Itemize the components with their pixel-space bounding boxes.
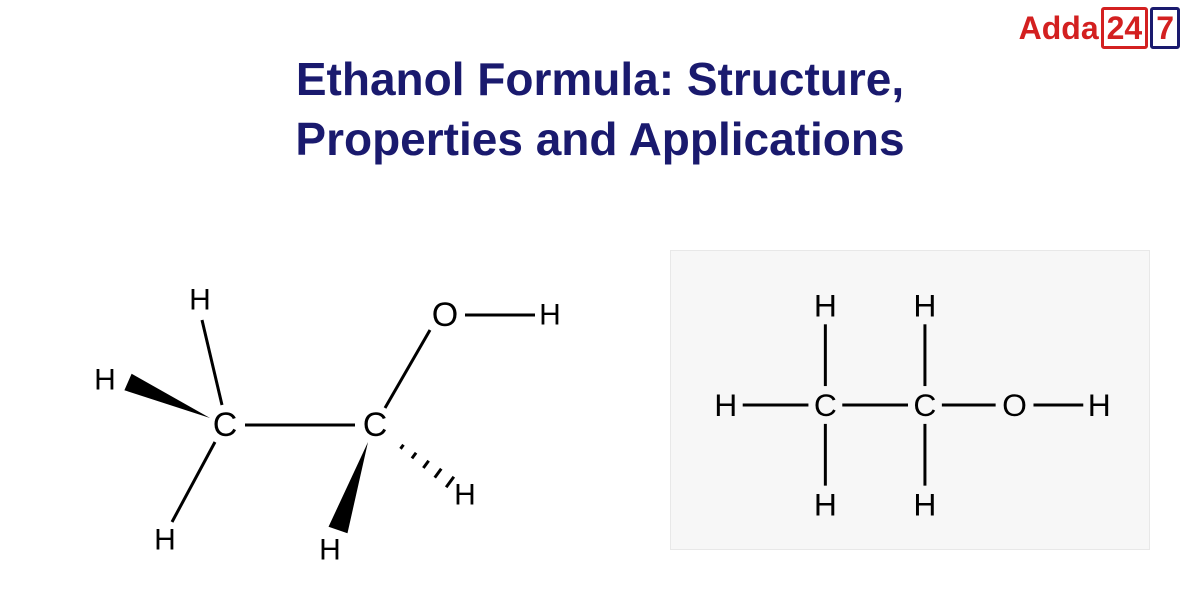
logo-text-1: Adda xyxy=(1019,10,1099,46)
title-line-1: Ethanol Formula: Structure, xyxy=(0,50,1200,110)
page-title: Ethanol Formula: Structure, Properties a… xyxy=(0,50,1200,170)
svg-text:H: H xyxy=(454,479,476,512)
svg-text:H: H xyxy=(814,287,837,323)
svg-text:C: C xyxy=(213,406,238,444)
svg-text:H: H xyxy=(539,299,561,332)
svg-text:C: C xyxy=(913,387,936,423)
logo-text-2: 24 xyxy=(1101,7,1149,49)
svg-text:C: C xyxy=(363,406,388,444)
svg-text:H: H xyxy=(189,284,211,317)
svg-text:H: H xyxy=(913,487,936,523)
svg-text:H: H xyxy=(319,534,341,567)
svg-text:H: H xyxy=(1088,387,1111,423)
svg-text:H: H xyxy=(814,487,837,523)
title-line-2: Properties and Applications xyxy=(0,110,1200,170)
brand-logo: Adda247 xyxy=(1019,10,1180,47)
ethanol-3d-structure: C C O H H H H H H xyxy=(50,230,570,570)
diagrams-row: C C O H H H H H H H C C O H H H H H xyxy=(0,220,1200,580)
svg-text:O: O xyxy=(432,296,458,334)
ethanol-2d-structure-box: H C C O H H H H H xyxy=(670,250,1150,550)
svg-text:H: H xyxy=(913,287,936,323)
logo-text-3: 7 xyxy=(1150,7,1180,49)
svg-text:H: H xyxy=(94,364,116,397)
svg-text:H: H xyxy=(714,387,737,423)
svg-text:C: C xyxy=(814,387,837,423)
ethanol-2d-structure: H C C O H H H H H xyxy=(671,250,1149,550)
svg-text:O: O xyxy=(1002,387,1027,423)
svg-text:H: H xyxy=(154,524,176,557)
